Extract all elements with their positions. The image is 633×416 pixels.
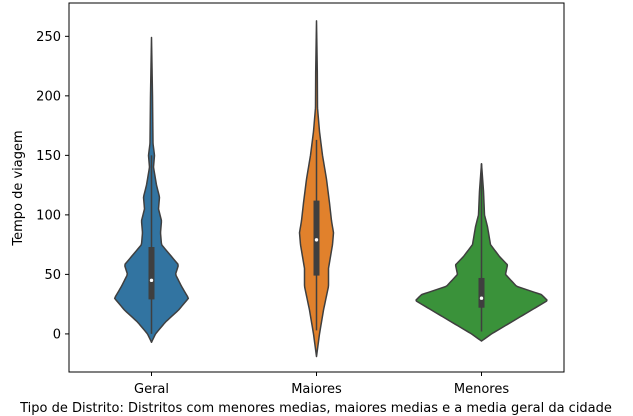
y-tick-label: 250 — [36, 30, 61, 45]
violin-median-point — [314, 238, 319, 242]
x-axis-label: Tipo de Distrito: Distritos com menores … — [19, 401, 612, 416]
y-tick-label: 100 — [36, 208, 61, 223]
violin-iqr-box — [148, 247, 155, 300]
violin-menores — [415, 162, 548, 342]
x-tick-label: Geral — [134, 382, 169, 397]
violin-iqr-box — [313, 200, 320, 276]
y-axis: 0 50 100 150 200 250 — [36, 30, 69, 342]
violin-median-point — [149, 278, 154, 283]
violin-median-point — [479, 296, 484, 300]
x-tick-label: Menores — [454, 382, 509, 397]
violin-maiores — [298, 20, 335, 358]
y-axis-label: Tempo de viagem — [11, 130, 26, 246]
y-tick-label: 50 — [44, 268, 61, 283]
violin-geral — [113, 36, 190, 343]
violin-iqr-box — [478, 277, 485, 308]
x-axis: Geral Maiores Menores — [134, 372, 509, 397]
y-tick-label: 150 — [36, 149, 61, 164]
y-tick-label: 0 — [53, 327, 61, 342]
y-tick-label: 200 — [36, 89, 61, 104]
violins-group — [113, 20, 548, 358]
x-tick-label: Maiores — [291, 382, 342, 397]
